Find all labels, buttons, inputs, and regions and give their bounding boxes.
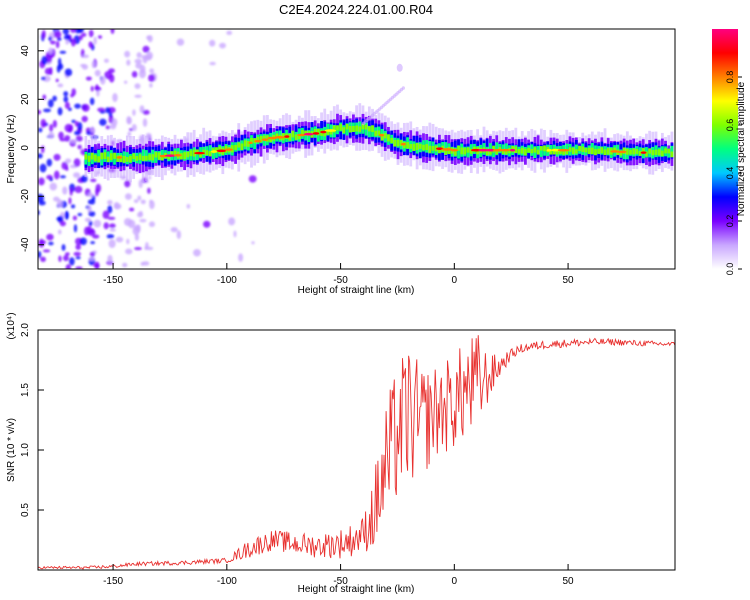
x-tick-label: -100: [217, 275, 237, 286]
colorbar-tick-label: 0.6: [725, 119, 735, 132]
y-tick-label: 20: [20, 93, 31, 105]
colorbar-tick-label: 0.2: [725, 215, 735, 228]
x-tick-label: 50: [563, 576, 575, 587]
y-tick-label: 0: [20, 145, 31, 151]
y-tick-label: 0.5: [20, 503, 31, 517]
snr-multiplier-label: (x10⁴): [6, 312, 17, 339]
snr-series-line: [38, 335, 675, 570]
x-tick-label: -50: [333, 576, 348, 587]
x-tick-label: -100: [217, 576, 237, 587]
spectrogram-noise: [38, 29, 257, 269]
spectrogram-y-axis-label: Frequency (Hz): [6, 115, 17, 184]
colorbar-bar: [712, 29, 738, 269]
colorbar: 0.0 0.2 0.4 0.6 0.8 Normalized spectral ampl…: [712, 29, 747, 275]
colorbar-tick-label: 0.8: [725, 71, 735, 84]
colorbar-tick-label: 0.4: [725, 167, 735, 180]
x-tick-label: -50: [333, 275, 348, 286]
snr-y-ticks: 0.5 1.0 1.5 2.0: [20, 323, 44, 517]
snr-panel: -150 -100 -50 0 50 0.5 1.0 1.5 2.0 Height of st…: [6, 312, 676, 595]
y-tick-label: -20: [20, 189, 31, 204]
snr-x-ticks: -150 -100 -50 0 50: [103, 564, 574, 587]
y-tick-label: -40: [20, 237, 31, 252]
spectrogram-panel: -150 -100 -50 0 50 -40 -20 0 20 40 Height of str…: [6, 28, 676, 296]
x-tick-label: -150: [103, 275, 123, 286]
colorbar-tick-label: 0.0: [725, 263, 735, 276]
colorbar-label: Normalized spectral amplitude: [736, 81, 747, 216]
y-tick-label: 1.5: [20, 383, 31, 397]
snr-y-axis-label: SNR (10 * v/v): [6, 418, 17, 482]
y-tick-label: 2.0: [20, 323, 31, 337]
y-tick-label: 40: [20, 45, 31, 57]
x-tick-label: 0: [452, 275, 458, 286]
x-tick-label: 0: [452, 576, 458, 587]
spectrogram-x-ticks: -150 -100 -50 0 50: [103, 263, 574, 286]
y-tick-label: 1.0: [20, 443, 31, 457]
spectrogram-ridge: [84, 63, 674, 183]
spectrogram-heatmap: [38, 29, 674, 269]
x-tick-label: -150: [103, 576, 123, 587]
x-tick-label: 50: [563, 275, 575, 286]
figure-title: C2E4.2024.224.01.00.R04: [279, 2, 433, 17]
snr-x-axis-label: Height of straight line (km): [298, 584, 415, 595]
spectrogram-y-ticks: -40 -20 0 20 40: [20, 45, 44, 252]
colorbar-ticks: 0.0 0.2 0.4 0.6 0.8: [725, 71, 742, 276]
snr-plot-area: [38, 330, 675, 570]
spectrogram-x-axis-label: Height of straight line (km): [298, 285, 415, 296]
